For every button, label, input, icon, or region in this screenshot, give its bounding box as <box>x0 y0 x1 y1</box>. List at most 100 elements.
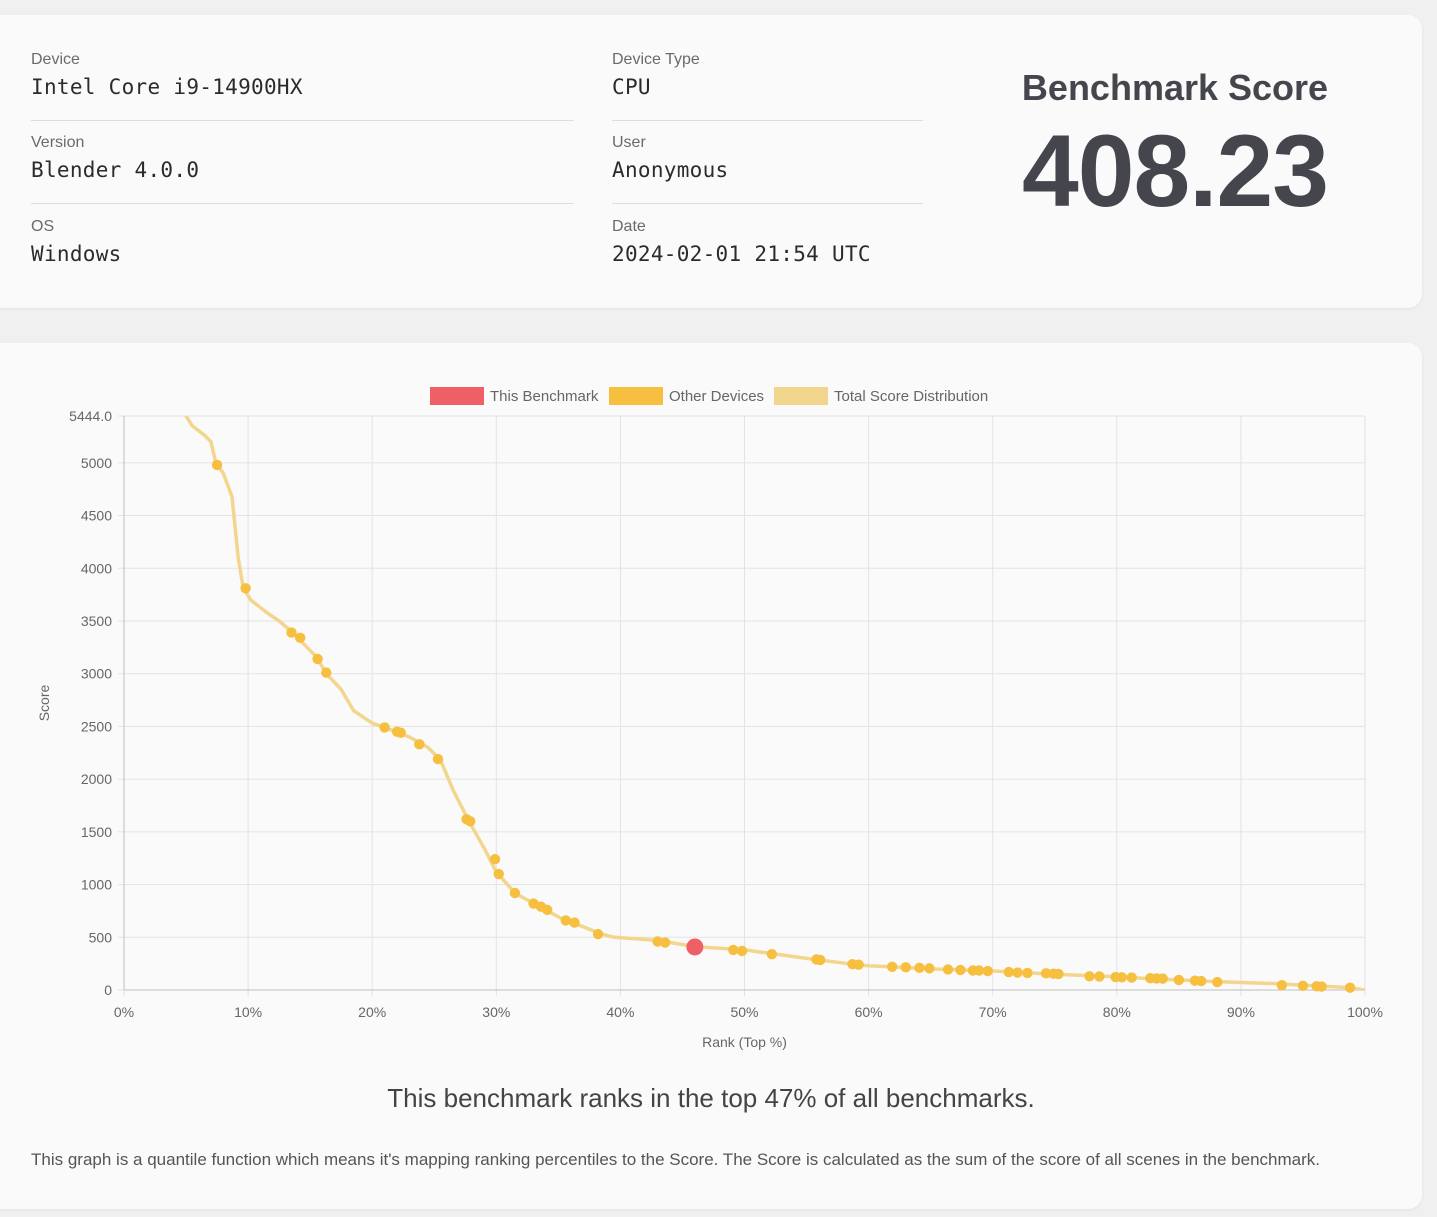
legend-label: Total Score Distribution <box>834 388 988 405</box>
chart-note: This graph is a quantile function which … <box>31 1150 1321 1169</box>
version-label: Version <box>31 134 85 151</box>
other-device-point <box>942 964 954 975</box>
x-tick-label: 20% <box>358 1004 386 1020</box>
other-device-point <box>1126 972 1137 983</box>
other-device-point <box>541 904 553 916</box>
other-device-point <box>982 965 993 977</box>
x-tick-label: 60% <box>855 1004 883 1020</box>
y-tick-label: 3000 <box>81 666 112 682</box>
divider <box>31 120 574 121</box>
x-tick-label: 0% <box>114 1004 134 1020</box>
other-device-point <box>973 965 985 976</box>
other-device-point <box>1316 981 1327 992</box>
other-device-point <box>1276 980 1288 991</box>
y-tick-label: 4000 <box>81 560 112 576</box>
other-device-point <box>1116 972 1127 983</box>
other-device-point <box>211 459 223 471</box>
y-tick-label: 4500 <box>81 508 112 524</box>
device-type-field: Device Type CPU <box>612 51 700 99</box>
divider <box>612 203 923 204</box>
other-device-point <box>1012 967 1023 978</box>
other-device-point <box>569 917 580 928</box>
os-field: OS Windows <box>31 218 122 266</box>
x-tick-label: 80% <box>1103 1004 1131 1020</box>
other-device-point <box>321 667 332 678</box>
x-tick-label: 10% <box>234 1004 262 1020</box>
other-device-point <box>728 944 739 956</box>
other-device-point <box>286 627 297 638</box>
other-device-point <box>379 722 390 733</box>
other-device-point <box>592 928 604 940</box>
x-tick-label: 100% <box>1347 1004 1383 1020</box>
other-device-point <box>815 954 826 966</box>
other-device-point <box>1084 971 1095 982</box>
divider <box>31 203 574 204</box>
y-tick-label: 5444.0 <box>69 408 112 424</box>
other-device-point <box>465 816 476 827</box>
user-field: User Anonymous <box>612 134 729 182</box>
other-device-point <box>1094 971 1105 982</box>
legend-swatch <box>774 387 828 405</box>
other-device-point <box>1297 980 1309 991</box>
os-value: Windows <box>31 242 122 266</box>
y-tick-label: 5000 <box>81 455 112 471</box>
device-label: Device <box>31 51 80 68</box>
version-field: Version Blender 4.0.0 <box>31 134 199 182</box>
other-device-point <box>295 632 306 644</box>
distribution-line <box>184 416 1365 990</box>
x-tick-label: 40% <box>606 1004 634 1020</box>
y-tick-label: 2000 <box>81 771 112 787</box>
benchmark-info-card: Device Intel Core i9-14900HX Version Ble… <box>0 15 1422 308</box>
x-tick-label: 90% <box>1227 1004 1255 1020</box>
user-label: User <box>612 134 646 151</box>
other-device-point <box>853 959 864 970</box>
device-type-label: Device Type <box>612 51 700 68</box>
other-device-point <box>1003 966 1015 978</box>
other-device-point <box>1344 982 1356 993</box>
score-title: Benchmark Score <box>1021 67 1329 108</box>
other-device-point <box>1053 968 1064 980</box>
other-device-point <box>1173 974 1185 986</box>
quantile-chart: 0% 10% 20% 30% 40% 50% 60% 70% 80% 90% 100% 0 500 100… <box>36 387 1383 1050</box>
other-device-point <box>1195 975 1207 987</box>
other-device-point <box>1212 976 1223 988</box>
legend-swatch <box>609 387 663 405</box>
version-value: Blender 4.0.0 <box>31 158 200 182</box>
x-axis-title: Rank (Top %) <box>702 1034 787 1050</box>
legend-label: This Benchmark <box>490 388 599 405</box>
other-device-point <box>509 887 521 899</box>
legend-swatch <box>430 387 484 405</box>
other-device-point <box>766 948 778 960</box>
device-value: Intel Core i9-14900HX <box>31 75 303 99</box>
other-device-point <box>736 945 748 957</box>
other-device-point <box>924 963 935 974</box>
y-tick-label: 1500 <box>81 824 112 840</box>
rank-summary: This benchmark ranks in the top 47% of a… <box>387 1083 1035 1113</box>
date-label: Date <box>612 218 646 235</box>
os-label: OS <box>31 218 55 235</box>
y-tick-label: 500 <box>89 929 113 945</box>
other-device-point <box>955 964 966 976</box>
chart-card: 0% 10% 20% 30% 40% 50% 60% 70% 80% 90% 100% 0 500 100… <box>0 343 1422 1209</box>
other-device-point <box>886 961 898 973</box>
other-device-point <box>1022 967 1033 979</box>
other-device-point <box>240 583 251 594</box>
y-tick-label: 3500 <box>81 613 112 629</box>
other-device-point <box>432 753 444 765</box>
other-device-point <box>395 727 406 738</box>
other-device-point <box>414 739 425 750</box>
x-tick-label: 50% <box>730 1004 758 1020</box>
y-tick-label: 2500 <box>81 718 112 734</box>
date-value: 2024-02-01 21:54 UTC <box>612 242 871 266</box>
other-device-point <box>312 653 323 665</box>
y-axis-title: Score <box>36 685 52 722</box>
device-type-value: CPU <box>612 75 651 99</box>
other-device-point <box>914 962 925 974</box>
x-tick-label: 30% <box>482 1004 510 1020</box>
other-device-point <box>659 937 671 948</box>
y-tick-label: 0 <box>104 982 112 998</box>
y-tick-label: 1000 <box>81 877 112 893</box>
legend-label: Other Devices <box>669 388 764 405</box>
device-field: Device Intel Core i9-14900HX <box>31 51 303 99</box>
other-device-point <box>1040 968 1052 979</box>
